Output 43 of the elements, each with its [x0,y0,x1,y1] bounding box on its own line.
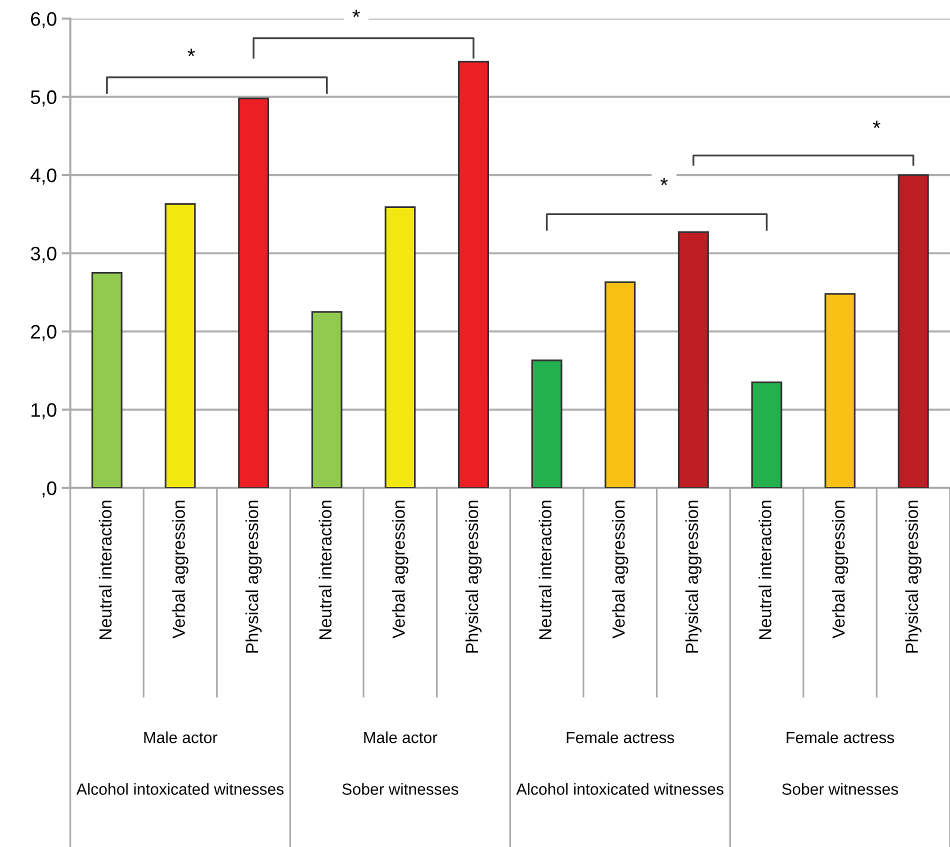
bar [531,360,562,488]
x-tick-label: Neutral interaction [98,500,112,640]
x-tick-label: Physical aggression [245,500,262,653]
x-tick-label: Neutral interaction [758,500,772,640]
y-tick-label: 4,0 [30,168,56,185]
text: Alcohol intoxicated witnesses [516,783,724,795]
text: Sober witnesses [342,783,458,795]
bar [604,281,636,488]
text: Sober witnesses [782,783,898,795]
y-tick-label: ,0 [42,481,56,498]
text: * [352,10,360,18]
x-tick-label: Verbal aggression [832,500,848,639]
text: Alcohol intoxicated witnesses [76,783,284,795]
bar [311,311,342,488]
bar [238,98,270,488]
text: Female actress [566,731,674,744]
y-tick-label: 5,0 [30,90,56,106]
annotation: * [872,120,880,128]
bar [164,203,196,488]
x-tick-label: Neutral interaction [318,500,332,640]
annotation: * [660,178,668,186]
bar [751,381,782,488]
bar [824,293,856,488]
bar [384,206,416,488]
x-tick-label: Physical aggression [685,500,702,653]
bar [898,174,929,488]
x-tick-label: Physical aggression [465,500,482,653]
y-tick-label: 6,0 [31,12,56,28]
text: Male actor [144,731,218,744]
text: Female actress [786,731,894,744]
y-tick-label: 1,0 [32,403,56,420]
y-tick-label: 2,0 [31,324,56,341]
x-tick-label: Physical aggression [905,500,922,653]
text: Male actor [364,731,438,744]
x-tick-label: Verbal aggression [172,500,188,639]
annotation: * [188,48,195,56]
bar [678,231,709,488]
bar [91,272,122,488]
x-tick-label: Verbal aggression [392,500,408,639]
bar [458,60,489,488]
x-tick-label: Neutral interaction [538,500,552,640]
y-tick-label: 3,0 [30,246,56,263]
x-tick-label: Verbal aggression [612,500,628,639]
